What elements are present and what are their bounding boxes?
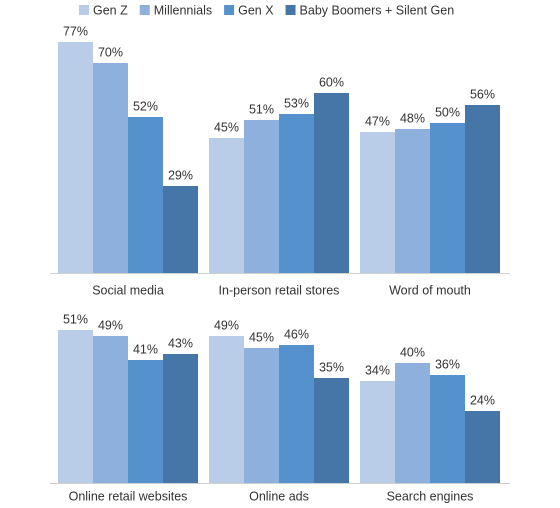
value-label: 45% <box>214 120 239 134</box>
bar <box>279 345 314 483</box>
category-label: Social media <box>92 283 164 297</box>
bar <box>360 132 395 273</box>
legend-label: Millennials <box>154 3 212 17</box>
legend-swatch <box>285 5 296 15</box>
value-label: 60% <box>319 75 344 89</box>
legend-label: Gen X <box>238 3 274 17</box>
bar <box>244 120 279 273</box>
bar <box>244 348 279 483</box>
value-label: 51% <box>63 312 88 326</box>
category-label: Online retail websites <box>69 489 188 503</box>
bar <box>430 375 465 483</box>
category-label: Word of mouth <box>389 283 471 297</box>
legend-swatch <box>224 5 235 15</box>
bar <box>58 330 93 483</box>
bar <box>465 411 500 483</box>
value-label: 53% <box>284 96 309 110</box>
bar <box>128 360 163 483</box>
legend-label: Gen Z <box>93 3 128 17</box>
bar <box>395 129 430 273</box>
bar <box>58 42 93 273</box>
value-label: 41% <box>133 342 158 356</box>
value-label: 49% <box>98 318 123 332</box>
value-label: 48% <box>400 111 425 125</box>
value-label: 24% <box>470 393 495 407</box>
bar <box>360 381 395 483</box>
bar <box>395 363 430 483</box>
value-label: 47% <box>365 114 390 128</box>
category-label: Online ads <box>249 489 309 503</box>
value-label: 43% <box>168 336 193 350</box>
legend-swatch <box>79 5 89 15</box>
value-label: 52% <box>133 99 158 113</box>
value-label: 70% <box>98 45 123 59</box>
value-label: 49% <box>214 318 239 332</box>
legend-swatch <box>139 5 150 15</box>
bar <box>314 378 349 483</box>
value-label: 51% <box>249 102 274 116</box>
bar <box>128 117 163 273</box>
bar <box>93 63 128 273</box>
category-label: Search engines <box>387 489 474 503</box>
bar <box>430 123 465 273</box>
value-label: 35% <box>319 360 344 374</box>
value-label: 45% <box>249 330 274 344</box>
value-label: 56% <box>470 87 495 101</box>
category-label: In-person retail stores <box>219 283 340 297</box>
value-label: 34% <box>365 363 390 377</box>
bar <box>209 336 244 483</box>
legend-label: Baby Boomers + Silent Gen <box>300 3 455 17</box>
value-label: 40% <box>400 345 425 359</box>
bar <box>163 354 198 483</box>
bar <box>93 336 128 483</box>
bar <box>465 105 500 273</box>
bar <box>314 93 349 273</box>
value-label: 77% <box>63 24 88 38</box>
value-label: 46% <box>284 327 309 341</box>
value-label: 29% <box>168 168 193 182</box>
bar <box>279 114 314 273</box>
value-label: 50% <box>435 105 460 119</box>
bar <box>209 138 244 273</box>
value-label: 36% <box>435 357 460 371</box>
bar <box>163 186 198 273</box>
